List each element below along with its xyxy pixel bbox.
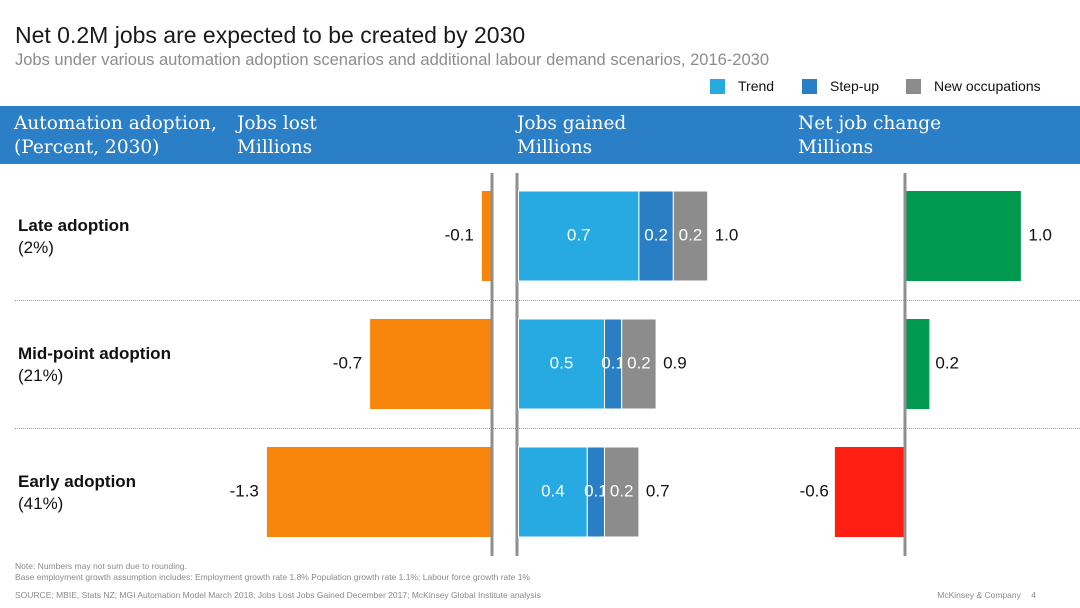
net-change-label: 0.2: [935, 353, 959, 372]
legend-item-new-occupations: New occupations: [906, 76, 1041, 96]
header-jobs-lost-line1: Jobs lost: [237, 113, 317, 134]
legend-item-trend: Trend: [710, 76, 774, 96]
header-band: Automation adoption, (Percent, 2030) Job…: [0, 106, 1080, 164]
jobs-gained-total-label: 0.9: [663, 353, 687, 372]
jobs-gained-total-label: 1.0: [715, 225, 739, 244]
header-net-line2: Millions: [798, 137, 874, 158]
net-change-label: -0.6: [800, 481, 829, 500]
jobs-gained-segment-new-occupations: [621, 318, 657, 410]
legend-label-step-up: Step-up: [830, 78, 880, 94]
jobs-gained-segment-label: 0.2: [679, 225, 703, 244]
header-automation-line2: (Percent, 2030): [14, 137, 160, 158]
row-divider: [15, 428, 1080, 429]
header-automation-adoption: Automation adoption, (Percent, 2030): [14, 112, 217, 160]
row-label-early-name: Early adoption: [18, 472, 137, 491]
row-label-early: Early adoption (41%): [18, 471, 136, 515]
chart-title: Net 0.2M jobs are expected to be created…: [15, 22, 526, 48]
jobs-lost-label: -1.3: [230, 481, 259, 500]
header-net-job-change: Net job change Millions: [798, 112, 941, 160]
footer-company: McKinsey & Company: [937, 590, 1021, 600]
row-label-mid-point-name: Mid-point adoption: [18, 344, 171, 363]
row-label-late-percent: (2%): [18, 238, 54, 257]
jobs-gained-segment-new-occupations: [604, 446, 640, 538]
jobs-gained-segment-label: 0.4: [541, 481, 565, 500]
jobs-gained-segment-label: 0.1: [584, 481, 608, 500]
jobs-gained-total-label: 0.7: [646, 481, 670, 500]
row-divider: [15, 300, 1080, 301]
jobs-gained-segment-label: 0.5: [550, 353, 574, 372]
jobs-gained-segment-trend: [518, 190, 640, 282]
legend-swatch-trend: [710, 78, 725, 94]
note-assumptions: Base employment growth assumption includ…: [15, 572, 530, 582]
legend-swatch-step-up: [802, 78, 817, 94]
header-jobs-gained: Jobs gained Millions: [517, 112, 626, 160]
header-jobs-lost: Jobs lost Millions: [237, 112, 317, 160]
header-jobs-lost-line2: Millions: [237, 137, 313, 158]
jobs-gained-segment-label: 0.2: [644, 225, 668, 244]
jobs-lost-bar: [266, 447, 491, 537]
jobs-gained-segment-label: 0.7: [567, 225, 591, 244]
legend-swatch-new-occupations: [906, 78, 921, 94]
footer-page-number: 4: [1031, 590, 1036, 600]
jobs-lost-label: -0.7: [333, 353, 362, 372]
net-change-bar: [906, 319, 930, 409]
jobs-gained-segment-trend: [518, 318, 605, 410]
jobs-gained-segment-step-up: [638, 190, 674, 282]
row-label-mid-point-percent: (21%): [18, 366, 64, 385]
net-change-label: 1.0: [1028, 225, 1052, 244]
jobs-lost-bar: [370, 319, 491, 409]
header-jobs-gained-line1: Jobs gained: [517, 113, 627, 134]
row-label-mid-point: Mid-point adoption (21%): [18, 343, 171, 387]
row-label-late: Late adoption (2%): [18, 215, 129, 259]
jobs-lost-label: -0.1: [445, 225, 474, 244]
net-change-bar: [906, 191, 1021, 281]
row-label-early-percent: (41%): [18, 494, 64, 513]
legend-label-new-occupations: New occupations: [934, 78, 1041, 94]
header-jobs-gained-line2: Millions: [517, 137, 593, 158]
note-rounding: Note: Numbers may not sum due to roundin…: [15, 561, 187, 571]
row-label-late-name: Late adoption: [18, 216, 130, 235]
footer: McKinsey & Company 4: [937, 590, 1036, 600]
jobs-gained-segment-new-occupations: [672, 190, 709, 282]
net-change-bar: [834, 447, 904, 537]
legend-label-trend: Trend: [738, 78, 775, 94]
jobs-lost-bar: [481, 191, 491, 281]
legend: Trend Step-up New occupations: [0, 76, 1080, 96]
jobs-gained-segment-label: 0.2: [610, 481, 634, 500]
legend-item-step-up: Step-up: [802, 76, 879, 96]
jobs-gained-segment-label: 0.1: [601, 353, 625, 372]
header-automation-line1: Automation adoption,: [14, 113, 217, 134]
chart-subtitle: Jobs under various automation adoption s…: [15, 51, 770, 69]
note-source: SOURCE: MBIE, Stats NZ; MGI Automation M…: [15, 590, 541, 600]
jobs-gained-segment-label: 0.2: [627, 353, 651, 372]
header-net-line1: Net job change: [798, 113, 942, 134]
